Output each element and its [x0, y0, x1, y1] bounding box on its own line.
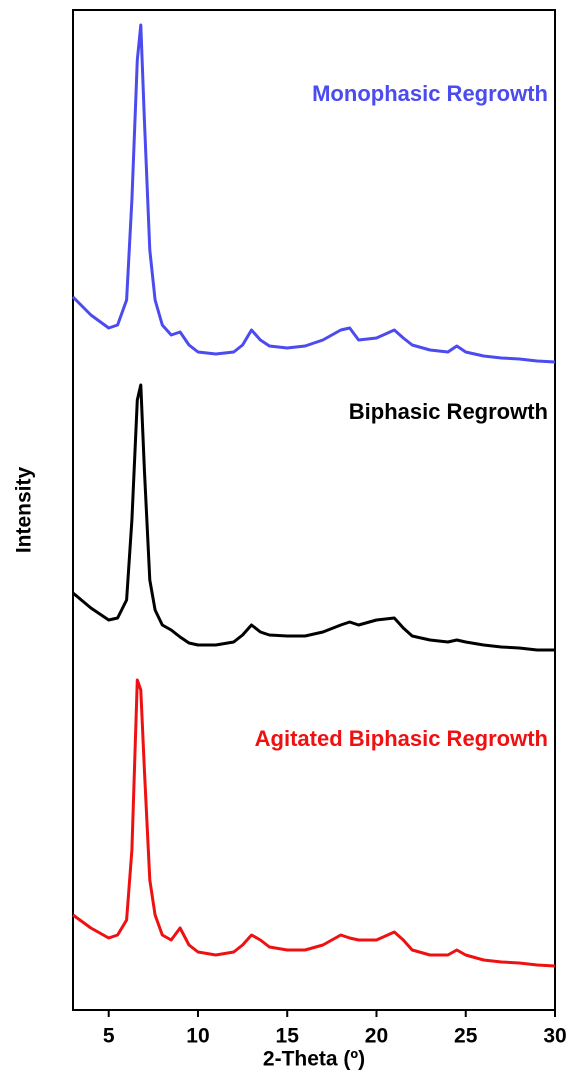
x-tick-label: 20: [365, 1025, 388, 1048]
series-label: Monophasic Regrowth: [312, 81, 548, 106]
x-tick-label: 30: [543, 1025, 566, 1048]
x-axis-title: 2-Theta (º): [263, 1048, 365, 1071]
series-line: [72, 383, 555, 652]
x-tick-label: 25: [454, 1025, 478, 1048]
series-label: Agitated Biphasic Regrowth: [255, 726, 548, 751]
x-tick-label: 15: [276, 1025, 300, 1048]
series-line: [71, 23, 556, 364]
x-tick-label: 10: [186, 1025, 209, 1048]
series-label: Biphasic Regrowth: [349, 399, 548, 424]
plot-frame: [72, 9, 556, 1011]
series-line: [72, 678, 556, 968]
x-tick-label: 5: [103, 1025, 115, 1048]
y-axis-title: Intensity: [13, 467, 36, 554]
